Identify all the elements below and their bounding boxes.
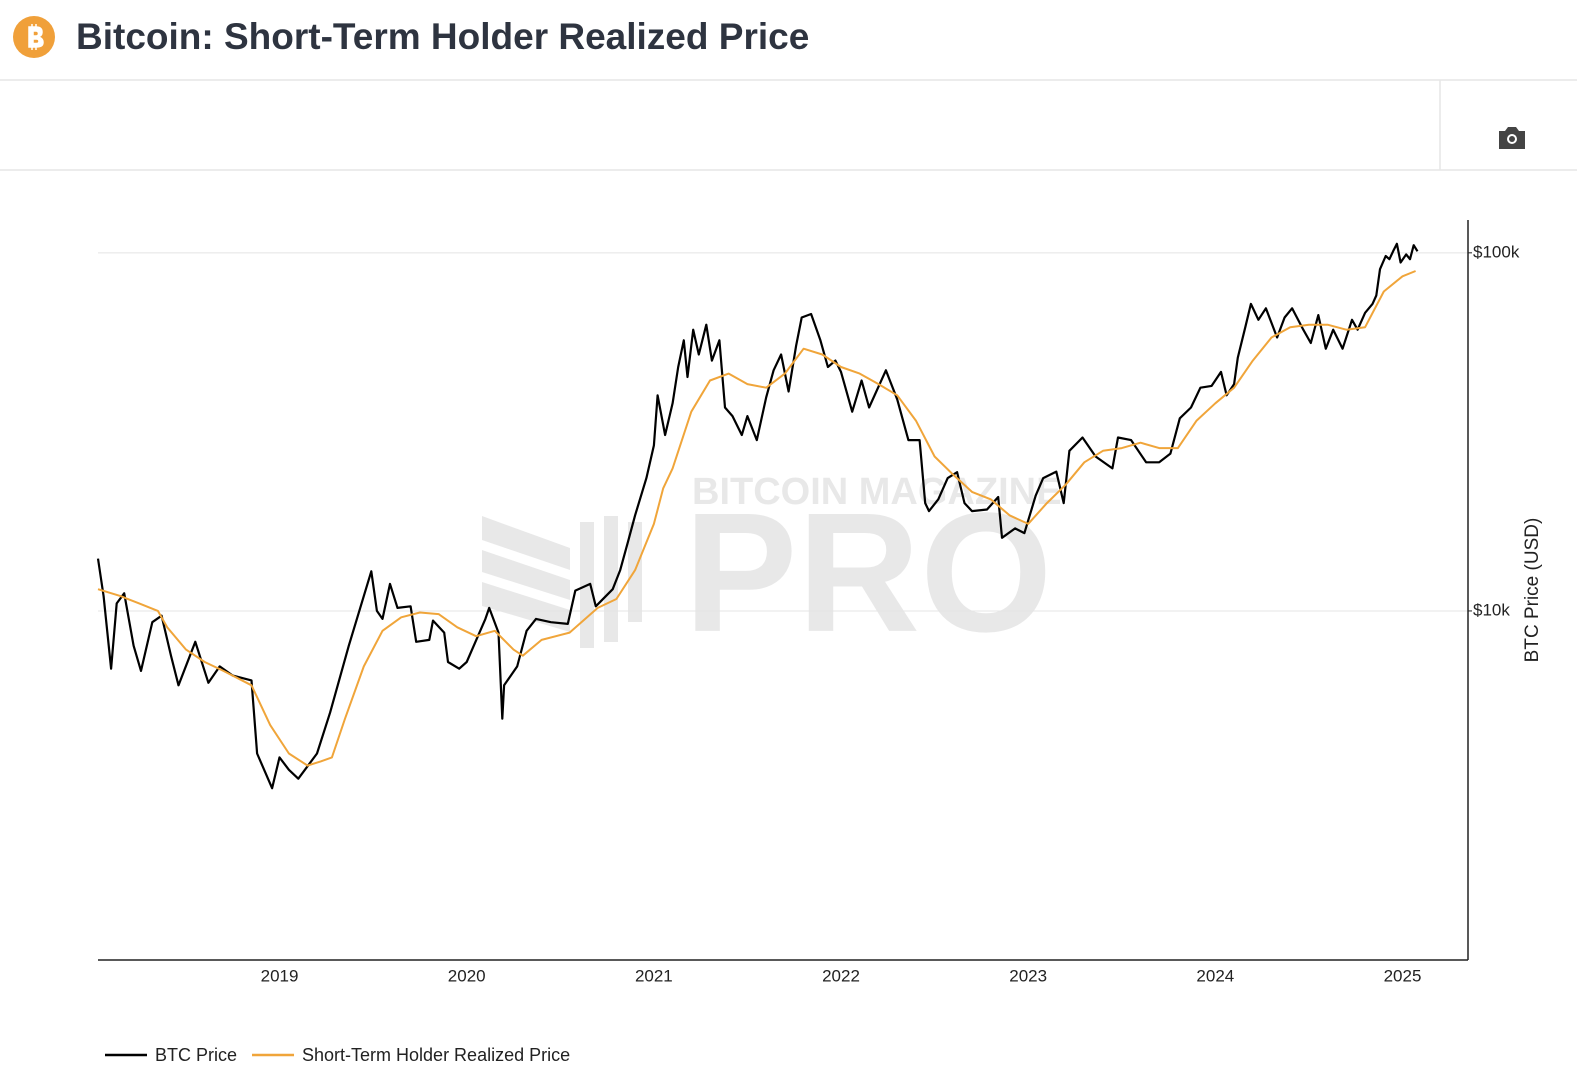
- watermark-logo: [482, 516, 642, 648]
- y-tick-label: $10k: [1473, 600, 1510, 619]
- bitcoin-glyph: [28, 24, 44, 50]
- camera-lens-inner: [1509, 136, 1515, 142]
- x-tick-label: 2025: [1384, 966, 1422, 985]
- series-line: [97, 270, 1416, 767]
- chart-title: Bitcoin: Short-Term Holder Realized Pric…: [76, 16, 809, 57]
- x-tick-label: 2023: [1009, 966, 1047, 985]
- x-tick-label: 2022: [822, 966, 860, 985]
- y-axis-label: BTC Price (USD): [1522, 518, 1543, 663]
- x-tick-label: 2019: [261, 966, 299, 985]
- watermark: BITCOIN MAGAZINE PRO: [482, 471, 1061, 668]
- x-tick-label: 2024: [1196, 966, 1234, 985]
- legend-label: BTC Price: [155, 1045, 237, 1065]
- camera-button[interactable]: [1499, 127, 1525, 149]
- header: Bitcoin: Short-Term Holder Realized Pric…: [13, 16, 809, 58]
- y-tick-label: $100k: [1473, 242, 1520, 261]
- watermark-main: PRO: [684, 478, 1052, 668]
- legend-label: Short-Term Holder Realized Price: [302, 1045, 570, 1065]
- x-tick-label: 2020: [448, 966, 486, 985]
- x-tick-label: 2021: [635, 966, 673, 985]
